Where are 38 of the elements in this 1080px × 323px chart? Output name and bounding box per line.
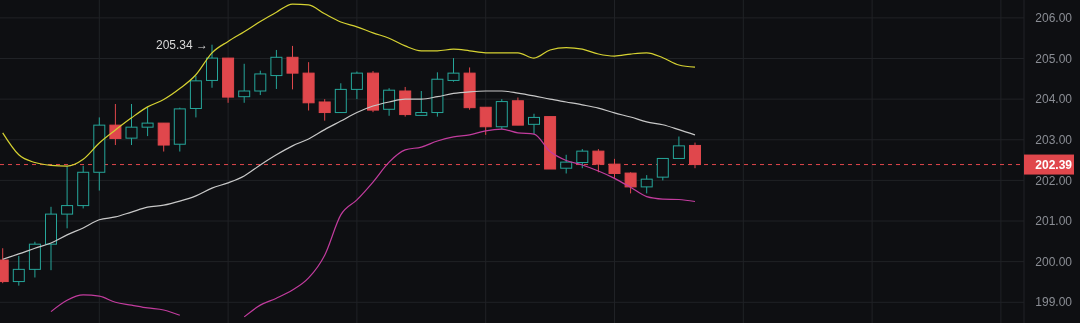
y-tick-label: 201.00 [1035,214,1073,229]
candlestick [447,57,460,83]
candlestick [125,103,138,146]
candlestick [318,98,331,122]
annotation: 205.34 → [155,37,208,52]
candlestick [254,70,267,96]
y-tick-label: 205.00 [1035,51,1073,66]
candlestick [576,148,589,169]
candlestick [350,71,363,100]
candlestick [640,174,653,194]
candlestick [157,122,170,153]
candlestick [334,82,347,114]
candlestick [672,136,685,159]
candlestick [286,45,299,90]
candlestick [141,106,154,137]
candlestick [383,87,396,117]
candlestick [61,165,74,229]
y-tick-label: 200.00 [1035,254,1073,269]
candlestick [624,171,637,194]
y-tick-label: 203.00 [1035,132,1073,147]
candlestick [270,49,283,90]
line-series [2,3,696,167]
candlestick [528,113,540,135]
candlestick [415,90,428,116]
y-tick-label: 206.00 [1035,11,1073,26]
candlestick [560,154,573,174]
y-tick-label: 199.00 [1035,295,1073,310]
candlestick [109,103,122,146]
candlestick [479,106,492,136]
candlestick [238,63,251,104]
y-tick-label: 202.00 [1035,173,1073,188]
candlestick [656,157,669,181]
candlestick [206,44,218,89]
candlestick [12,255,25,287]
candlestick [608,158,621,179]
y-tick-label: 204.00 [1035,92,1073,107]
candlestick [399,86,412,118]
ref-line-label: 202.39 [1035,157,1073,172]
